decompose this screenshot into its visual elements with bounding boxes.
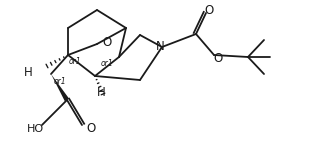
Polygon shape bbox=[51, 74, 69, 101]
Text: O: O bbox=[102, 36, 112, 48]
Text: or1: or1 bbox=[54, 76, 66, 85]
Text: N: N bbox=[155, 40, 164, 54]
Text: O: O bbox=[86, 123, 96, 135]
Text: O: O bbox=[213, 52, 223, 64]
Text: or1: or1 bbox=[101, 59, 113, 67]
Text: or1: or1 bbox=[69, 57, 81, 67]
Text: H: H bbox=[24, 66, 32, 78]
Text: O: O bbox=[204, 3, 214, 17]
Text: H: H bbox=[97, 85, 105, 98]
Text: HO: HO bbox=[27, 124, 44, 134]
